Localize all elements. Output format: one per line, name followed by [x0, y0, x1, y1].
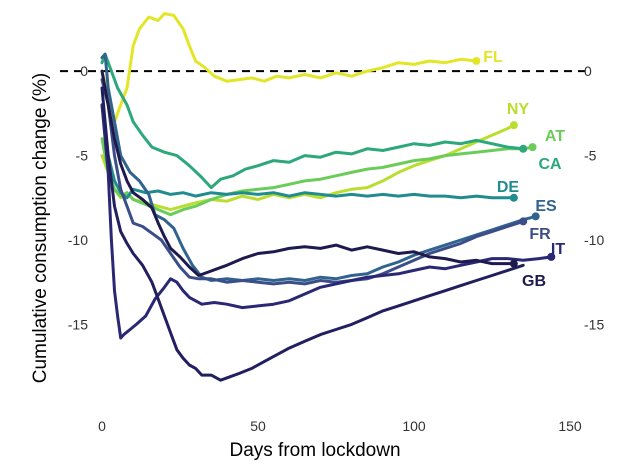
end-marker-fl: [472, 56, 481, 65]
y-tick-label-left: -5: [76, 148, 89, 164]
series-line-at: [100, 137, 535, 217]
end-marker-gb: [509, 259, 518, 268]
series-line-gb_trough: [100, 86, 525, 382]
end-marker-fr: [519, 217, 528, 226]
y-tick-label-left: 0: [80, 63, 88, 79]
series-line-ca: [100, 52, 525, 190]
series-label-es: ES: [535, 198, 557, 215]
series-line-gb: [100, 69, 516, 277]
series-label-gb: GB: [522, 273, 546, 290]
y-axis-title: Cumulative consumption change (%): [30, 73, 51, 384]
end-marker-ca: [519, 144, 528, 153]
series-label-fl: FL: [483, 49, 503, 66]
series-label-at: AT: [545, 128, 565, 145]
series-line-de: [100, 103, 516, 200]
series-label-ny: NY: [507, 101, 530, 118]
end-marker-ny: [509, 121, 518, 130]
y-tick-label-right: -10: [584, 232, 604, 248]
y-tick-label-left: -15: [68, 316, 88, 332]
y-tick-label-right: 0: [584, 63, 592, 79]
y-tick-label-left: -10: [68, 232, 88, 248]
x-tick-label: 50: [250, 418, 266, 434]
x-tick-label: 150: [558, 418, 582, 434]
y-tick-label-right: -5: [584, 148, 597, 164]
end-marker-at: [528, 143, 537, 152]
y-tick-label-right: -15: [584, 316, 604, 332]
series-line-fr: [100, 78, 525, 286]
series-line-fl: [100, 12, 478, 124]
series-label-de: DE: [497, 179, 520, 196]
x-tick-label: 100: [402, 418, 426, 434]
series-label-it: IT: [551, 241, 565, 258]
x-axis-title: Days from lockdown: [229, 440, 400, 461]
end-marker-it: [547, 252, 556, 261]
end-marker-de: [509, 193, 518, 202]
series-label-ca: CA: [538, 156, 562, 173]
series-line-it: [100, 103, 553, 340]
end-marker-es: [531, 212, 540, 221]
series-label-fr: FR: [529, 226, 551, 243]
x-tick-label: 0: [98, 418, 106, 434]
series-line-es: [100, 52, 538, 282]
